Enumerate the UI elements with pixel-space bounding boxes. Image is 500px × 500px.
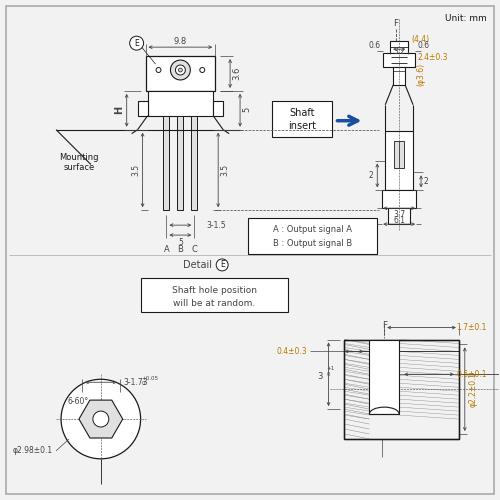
Text: 6-60°: 6-60° [67, 396, 88, 406]
Bar [164, 116, 170, 210]
Text: Shaft hole position: Shaft hole position [172, 286, 256, 296]
Text: Mounting: Mounting [59, 153, 98, 162]
Polygon shape [79, 400, 122, 438]
Text: 2: 2 [369, 171, 374, 180]
Bar [385, 130, 413, 190]
Text: B : Output signal B: B : Output signal B [273, 238, 352, 248]
Text: 3-1.73: 3-1.73 [124, 378, 148, 387]
Text: 3.6: 3.6 [232, 66, 241, 80]
Text: 0: 0 [326, 372, 330, 377]
Text: 6.1: 6.1 [393, 216, 405, 224]
Bar [146, 56, 215, 91]
Text: φ2.98±0.1: φ2.98±0.1 [13, 446, 53, 456]
Circle shape [200, 68, 205, 72]
Bar [178, 116, 184, 210]
Text: A : Output signal A: A : Output signal A [273, 224, 352, 234]
Text: 3: 3 [317, 372, 322, 381]
Text: 5: 5 [178, 238, 183, 246]
Text: E: E [220, 260, 224, 270]
Circle shape [170, 60, 190, 80]
Text: B: B [178, 246, 184, 254]
Bar [382, 190, 416, 208]
Bar [390, 41, 408, 53]
Text: Shaft: Shaft [289, 108, 314, 118]
Text: 5: 5 [242, 107, 252, 112]
Text: F: F [394, 19, 398, 28]
Text: (4.4): (4.4) [411, 34, 429, 43]
Text: F: F [382, 321, 387, 330]
Bar [213, 101, 223, 116]
Text: 0: 0 [142, 381, 145, 386]
Text: +1: +1 [326, 366, 335, 371]
Text: 3.5: 3.5 [131, 164, 140, 175]
Text: E: E [134, 38, 139, 48]
Text: insert: insert [288, 120, 316, 130]
Bar [138, 101, 147, 116]
Text: 9.8: 9.8 [174, 36, 187, 46]
Text: C: C [192, 246, 197, 254]
Bar [344, 340, 459, 439]
Bar [388, 208, 410, 224]
Circle shape [156, 68, 161, 72]
Text: 3-1.5: 3-1.5 [206, 220, 226, 230]
Bar [393, 67, 405, 85]
Text: 0.6: 0.6 [418, 40, 430, 50]
Text: 0.4±0.3: 0.4±0.3 [276, 347, 306, 356]
Bar [192, 116, 198, 210]
Circle shape [216, 259, 228, 271]
Circle shape [130, 36, 143, 50]
Text: (φ3.6): (φ3.6) [416, 62, 426, 86]
Bar [344, 340, 459, 439]
Text: 2.4±0.3: 2.4±0.3 [417, 52, 448, 62]
Text: surface: surface [64, 163, 94, 172]
Text: 0.5±0.1: 0.5±0.1 [456, 370, 486, 379]
Bar [384, 53, 415, 67]
Text: H: H [114, 106, 124, 114]
Bar [272, 101, 332, 136]
Bar [140, 278, 288, 312]
Bar [370, 340, 399, 414]
Text: Unit: mm: Unit: mm [445, 14, 486, 24]
Text: 0.6: 0.6 [368, 40, 380, 50]
Text: Detail: Detail [183, 260, 215, 270]
Circle shape [178, 68, 182, 72]
Text: +0.05: +0.05 [142, 376, 158, 381]
Text: 2: 2 [424, 177, 428, 186]
Text: 3.5: 3.5 [220, 164, 230, 175]
Text: A: A [164, 246, 170, 254]
Bar [148, 91, 213, 116]
Circle shape [93, 411, 109, 427]
Text: 1.7±0.1: 1.7±0.1 [456, 323, 486, 332]
Bar [248, 218, 378, 254]
Text: will be at random.: will be at random. [173, 299, 256, 308]
Bar [394, 140, 404, 168]
Text: φ2.2±0.1: φ2.2±0.1 [468, 372, 477, 407]
Circle shape [61, 380, 140, 459]
Circle shape [176, 65, 186, 75]
Text: 3.2: 3.2 [393, 46, 405, 56]
Text: 3.7: 3.7 [393, 210, 405, 218]
